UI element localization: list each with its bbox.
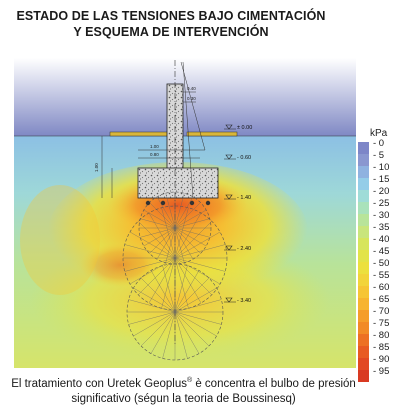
injection-bulbs xyxy=(122,191,228,361)
dim-top-a: 0.40 xyxy=(187,86,196,91)
legend-swatch xyxy=(358,214,369,226)
legend-label: - 45 xyxy=(373,246,390,257)
ground-slab xyxy=(186,131,238,137)
legend-swatch xyxy=(358,346,369,358)
legend-label: - 85 xyxy=(373,342,390,353)
caption-text-end: è concentra el bulbo de presión signific… xyxy=(71,377,356,405)
legend-label: - 80 xyxy=(373,330,390,341)
elevation-markers: ± 0.00 - 0.60 - 1.40 - 2.40 - 3.40 xyxy=(224,124,252,304)
stress-zone-left xyxy=(20,185,100,295)
legend-unit: kPa xyxy=(370,128,388,139)
legend-label: - 95 xyxy=(373,366,390,377)
foundation-footing xyxy=(137,167,219,199)
legend-swatch xyxy=(358,358,369,370)
dim-foot-a: 1.00 xyxy=(150,144,159,149)
legend-label: - 75 xyxy=(373,318,390,329)
legend-swatch xyxy=(358,370,369,382)
legend-swatch xyxy=(358,250,369,262)
legend-swatch xyxy=(358,142,369,154)
legend-label: - 55 xyxy=(373,270,390,281)
diagram-title: ESTADO DE LAS TENSIONES BAJO CIMENTACIÓN… xyxy=(0,8,342,40)
inclined-line xyxy=(180,61,206,151)
legend-swatch xyxy=(358,190,369,202)
caption: El tratamiento con Uretek Geoplus® è con… xyxy=(6,373,361,407)
legend-label: - 10 xyxy=(373,162,390,173)
legend-label: - 5 xyxy=(373,150,385,161)
legend-swatch xyxy=(358,262,369,274)
dim-top-b: 0.30 xyxy=(187,96,196,101)
legend-label: - 20 xyxy=(373,186,390,197)
injection-points xyxy=(145,200,211,206)
legend-swatch xyxy=(358,226,369,238)
inclined-line xyxy=(182,61,194,199)
sky-area xyxy=(14,58,356,136)
legend-swatch xyxy=(358,274,369,286)
legend-label: - 50 xyxy=(373,258,390,269)
dim-height: 1.00 xyxy=(94,163,99,172)
legend-swatch xyxy=(358,322,369,334)
dim-foot-b: 0.80 xyxy=(150,152,159,157)
legend-label: - 15 xyxy=(373,174,390,185)
legend-label: - 0 xyxy=(373,138,385,149)
legend-label: - 30 xyxy=(373,210,390,221)
legend-swatch xyxy=(358,298,369,310)
legend-swatch xyxy=(358,202,369,214)
elevation-label: - 3.40 xyxy=(237,298,251,304)
legend-label: - 90 xyxy=(373,354,390,365)
elevation-label: - 1.40 xyxy=(237,195,251,201)
elevation-label: - 0.60 xyxy=(237,155,251,161)
legend-swatch xyxy=(358,310,369,322)
legend-label: - 65 xyxy=(373,294,390,305)
title-line-2: Y ESQUEMA DE INTERVENCIÓN xyxy=(73,25,269,39)
elevation-label: - 2.40 xyxy=(237,246,251,252)
legend-color-bar xyxy=(358,142,369,382)
legend-swatch xyxy=(358,238,369,250)
legend-swatch xyxy=(358,286,369,298)
stress-hotspot-left xyxy=(80,243,160,287)
legend-swatch xyxy=(358,334,369,346)
title-line-1: ESTADO DE LAS TENSIONES BAJO CIMENTACIÓN xyxy=(16,9,326,23)
legend-swatch xyxy=(358,166,369,178)
registered-mark: ® xyxy=(186,377,193,384)
legend-label: - 40 xyxy=(373,234,390,245)
legend-swatch xyxy=(358,154,369,166)
elevation-label: ± 0.00 xyxy=(237,125,252,131)
legend-label: - 60 xyxy=(373,282,390,293)
injection-bulb xyxy=(126,263,224,361)
legend-label: - 70 xyxy=(373,306,390,317)
legend-swatch xyxy=(358,178,369,190)
legend-label: - 25 xyxy=(373,198,390,209)
legend-label: - 35 xyxy=(373,222,390,233)
caption-text-start: El tratamiento con Uretek Geoplus xyxy=(11,377,187,390)
